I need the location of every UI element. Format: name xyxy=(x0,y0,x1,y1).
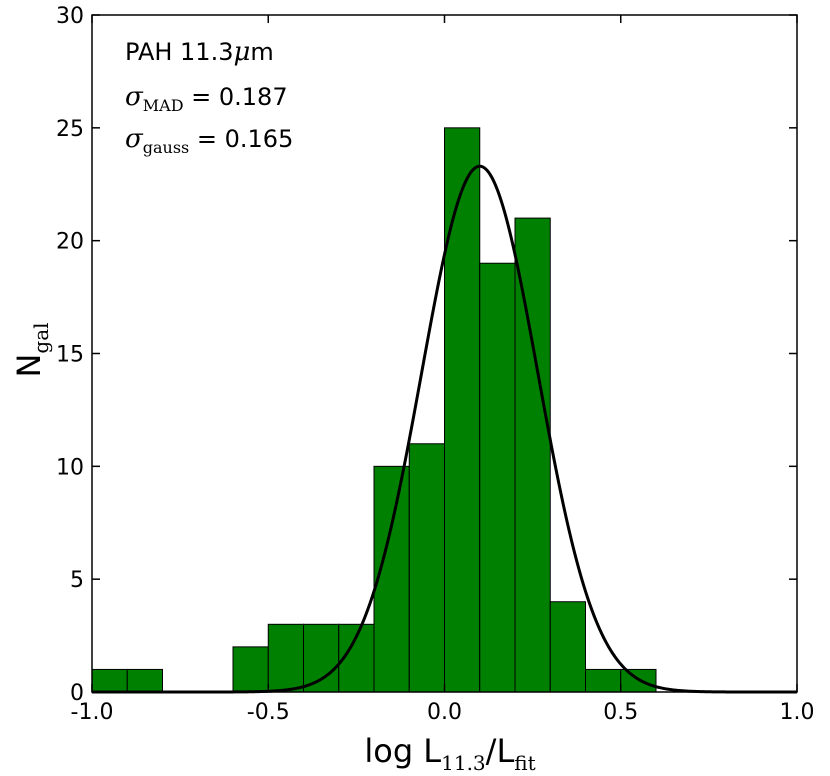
y-tick-label: 10 xyxy=(56,455,84,480)
histogram-bar xyxy=(91,668,128,693)
y-tick-label: 20 xyxy=(56,230,84,255)
axis-ticks: -1.0 -0.5 0.0 0.5 1.0 0 5 10 15 20 25 30 xyxy=(56,4,815,725)
histogram-bar xyxy=(267,623,304,693)
y-axis-label: Ngal xyxy=(10,322,53,377)
annotation-sigma-gauss: σgauss = 0.165 xyxy=(125,124,293,157)
x-tick-label: -1.0 xyxy=(71,700,114,725)
histogram-bar xyxy=(126,668,163,693)
y-tick-label: 25 xyxy=(56,117,84,142)
histogram-bar xyxy=(514,217,551,693)
histogram-bars xyxy=(91,127,657,693)
x-tick-label: -0.5 xyxy=(247,700,290,725)
annotation-block: PAH 11.3μm σMAD = 0.187 σgauss = 0.165 xyxy=(125,37,293,157)
histogram-bar xyxy=(585,668,622,693)
y-tick-label: 5 xyxy=(70,568,84,593)
histogram-bar xyxy=(303,623,340,693)
y-tick-label: 30 xyxy=(56,4,84,29)
annotation-title: PAH 11.3μm xyxy=(125,37,274,67)
histogram-bar xyxy=(408,443,445,693)
x-tick-label: 0.0 xyxy=(427,700,462,725)
y-tick-label: 15 xyxy=(56,343,84,368)
histogram-bar xyxy=(232,646,269,693)
annotation-sigma-mad: σMAD = 0.187 xyxy=(125,82,288,115)
y-tick-label: 0 xyxy=(70,681,84,706)
x-tick-label: 1.0 xyxy=(780,700,815,725)
x-tick-label: 0.5 xyxy=(603,700,638,725)
histogram-bar xyxy=(479,262,516,693)
x-axis-label: log L11.3/Lfit xyxy=(364,732,535,775)
histogram-bar xyxy=(373,465,410,693)
histogram-bar xyxy=(444,127,481,693)
histogram-bar xyxy=(549,601,586,693)
